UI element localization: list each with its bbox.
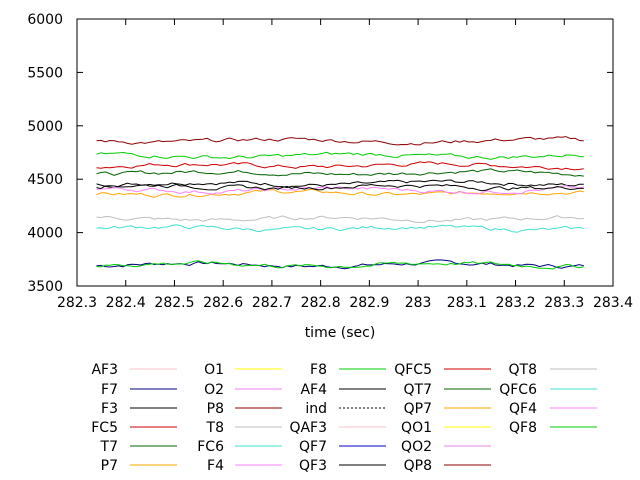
x-tick-label: 282.3 — [57, 295, 97, 311]
x-tick-label: 282.7 — [252, 295, 292, 311]
legend-label-qfc5: QFC5 — [394, 362, 432, 378]
legend-label-p7: P7 — [101, 458, 118, 474]
legend-label-f8: F8 — [310, 362, 327, 378]
legend-label-qo2: QO2 — [401, 439, 432, 455]
legend-label-qp8: QP8 — [404, 458, 432, 474]
x-tick-label: 282.4 — [106, 295, 146, 311]
x-tick-label: 283.2 — [495, 295, 535, 311]
series-line-t7 — [96, 168, 584, 177]
series-line-f4 — [96, 184, 584, 195]
legend-label-ind: ind — [305, 401, 327, 417]
legend-label-o2: O2 — [204, 382, 224, 398]
legend-label-f4: F4 — [207, 458, 224, 474]
series-line-p7 — [96, 188, 584, 198]
legend-label-qf4: QF4 — [509, 401, 537, 417]
series-line-f8 — [96, 151, 584, 160]
legend-label-qt8: QT8 — [509, 362, 537, 378]
legend: AF3 F7 F3 FC5 T7 P7 O1 O2 P8 T8 FC6 F4 F8 AF4 ind QAF3 Q… — [91, 362, 597, 474]
legend-label-qf8: QF8 — [509, 420, 537, 436]
series-line-fc5 — [96, 161, 584, 171]
x-tick-label: 282.6 — [203, 295, 243, 311]
series-line-p8 — [96, 136, 584, 146]
legend-label-f3: F3 — [101, 401, 118, 417]
legend-label-o1: O1 — [204, 362, 224, 378]
y-tick-label: 4000 — [27, 226, 63, 242]
legend-label-qf3: QF3 — [299, 458, 327, 474]
y-tick-label: 4500 — [27, 172, 63, 188]
x-tick-label: 283 — [405, 295, 432, 311]
legend-label-t7: T7 — [100, 439, 118, 455]
legend-label-qt7: QT7 — [404, 382, 432, 398]
legend-label-af3: AF3 — [91, 362, 118, 378]
x-tick-label: 283.3 — [544, 295, 584, 311]
legend-label-qfc6: QFC6 — [499, 382, 537, 398]
plot-frame — [76, 18, 614, 287]
series-line-fc6 — [96, 224, 584, 233]
y-tick-label: 5000 — [27, 119, 63, 135]
x-axis-title: time (sec) — [305, 325, 376, 341]
x-tick-label: 283.4 — [593, 295, 633, 311]
series-line-af4 — [96, 183, 584, 192]
legend-label-af4: AF4 — [300, 382, 327, 398]
x-tick-label: 282.5 — [154, 295, 194, 311]
series-lines — [96, 136, 584, 270]
series-line-qf8 — [96, 260, 584, 270]
legend-label-f7: F7 — [101, 382, 118, 398]
legend-label-qaf3: QAF3 — [289, 420, 327, 436]
legend-label-qo1: QO1 — [401, 420, 432, 436]
legend-label-qp7: QP7 — [404, 401, 432, 417]
y-tick-label: 5500 — [27, 65, 63, 81]
y-axis: 3500 4000 4500 5000 5500 6000 — [27, 12, 613, 295]
series-line-t8 — [96, 215, 584, 223]
x-tick-label: 282.9 — [349, 295, 389, 311]
y-tick-label: 6000 — [27, 12, 63, 28]
legend-label-p8: P8 — [207, 401, 224, 417]
legend-label-qf7: QF7 — [299, 439, 327, 455]
x-tick-label: 282.8 — [301, 295, 341, 311]
x-tick-label: 283.1 — [447, 295, 487, 311]
legend-label-t8: T8 — [206, 420, 224, 436]
y-tick-label: 3500 — [27, 279, 63, 295]
x-axis: 282.3 282.4 282.5 282.6 282.7 282.8 282.9 283 28… — [57, 19, 633, 311]
series-line-f3 — [96, 179, 584, 189]
legend-label-fc6: FC6 — [197, 439, 224, 455]
legend-label-fc5: FC5 — [91, 420, 118, 436]
